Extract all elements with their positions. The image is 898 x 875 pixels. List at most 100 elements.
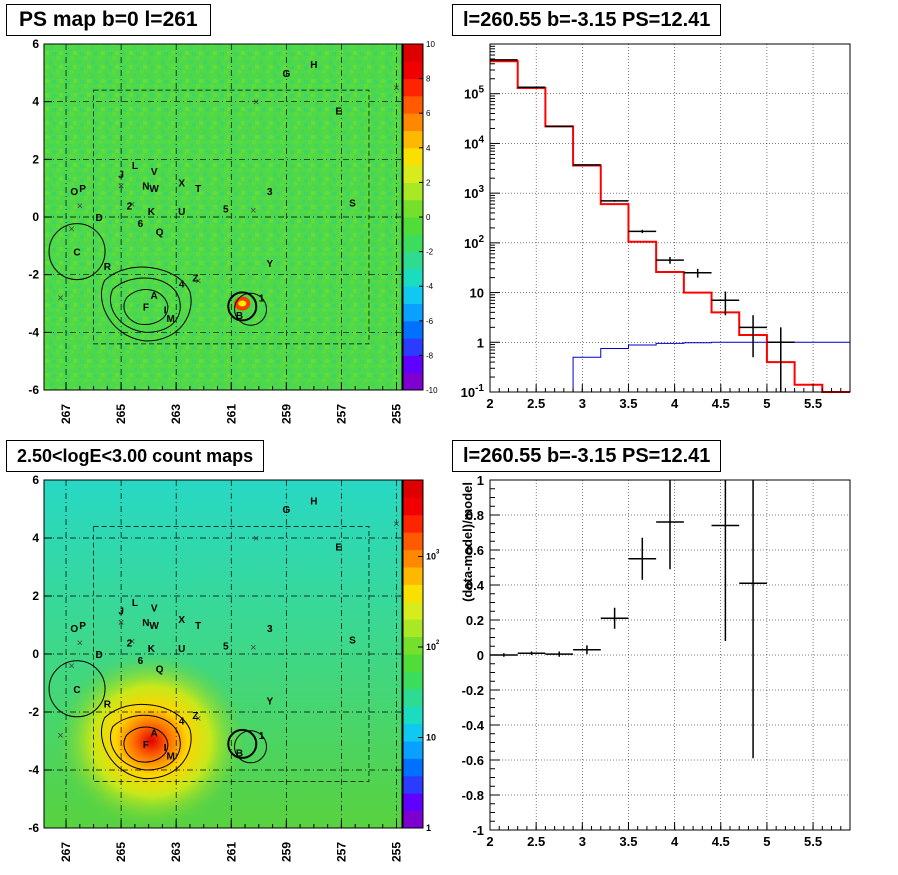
y-tick-label: -2 — [28, 705, 39, 719]
source-marker: × — [118, 617, 124, 629]
residual-title: l=260.55 b=-3.15 PS=12.41 — [452, 440, 722, 472]
source-label: G — [282, 505, 290, 516]
roi-box — [93, 89, 370, 345]
source-label: U — [178, 207, 185, 218]
ps-peak-core — [238, 300, 247, 307]
source-label: C — [73, 685, 80, 696]
y-tick-label: -0.8 — [462, 788, 484, 803]
colorbar-cell — [403, 234, 423, 253]
x-tick-label: 255 — [389, 404, 403, 424]
source-marker: × — [253, 97, 259, 109]
x-tick-label: 4 — [671, 396, 679, 411]
target-circle-outer — [234, 730, 268, 764]
x-tick-label: 4.5 — [712, 834, 730, 849]
y-tick-label: -2 — [28, 268, 39, 282]
y-tick-label: 4 — [32, 531, 39, 545]
colorbar-cell — [403, 147, 423, 166]
source-label: M — [167, 314, 175, 325]
source-marker: × — [118, 180, 124, 192]
contour-middle — [110, 277, 181, 333]
source-label: B — [236, 311, 243, 322]
colorbar-cell — [403, 775, 423, 794]
x-tick-label: 263 — [169, 842, 183, 862]
source-label: X — [178, 178, 185, 189]
y-tick-label: 4 — [32, 95, 39, 109]
source-label: W — [149, 621, 159, 632]
y-tick-label: 2 — [32, 152, 39, 166]
colorbar-cell — [403, 338, 423, 356]
colorbar-cell — [403, 251, 423, 270]
source-label: 1 — [259, 294, 265, 305]
x-tick-label: 265 — [114, 404, 128, 424]
source-marker: × — [129, 636, 135, 648]
contour-outer — [100, 266, 192, 342]
colorbar-frame — [402, 479, 424, 829]
y-tick-label: -1 — [472, 823, 484, 838]
y-tick-label: 1 — [477, 473, 484, 488]
colorbar-tick-label: 103 — [426, 549, 440, 561]
x-tick-label: 3 — [579, 834, 586, 849]
source-label: E — [335, 106, 342, 117]
y-tick-label: 105 — [464, 85, 484, 102]
y-tick-label: 0 — [32, 647, 39, 661]
colorbar-cell — [403, 723, 423, 742]
y-tick-label: 0 — [32, 210, 39, 224]
x-tick-label: 5.5 — [804, 396, 822, 411]
roi-box — [93, 526, 370, 782]
colorbar-cell — [403, 320, 423, 339]
x-tick-label: 267 — [59, 404, 73, 424]
source-marker: × — [195, 275, 201, 287]
target-circle — [227, 728, 258, 759]
colorbar-cell — [403, 268, 423, 287]
colorbar-tick-label: 1 — [426, 823, 431, 833]
source-label: X — [178, 615, 185, 626]
x-tick-label: 2 — [486, 396, 493, 411]
source-label: 5 — [223, 204, 229, 215]
source-label: D — [95, 213, 102, 224]
y-tick-label: 0.6 — [466, 543, 484, 558]
source-label: 5 — [223, 641, 229, 652]
source-marker: × — [68, 224, 74, 236]
spectrum-grid — [489, 44, 850, 393]
colorbar-cell — [403, 793, 423, 812]
y-tick-label: 1 — [477, 335, 484, 350]
source-label: 3 — [267, 624, 273, 635]
colorbar-tick-label: 6 — [426, 109, 431, 118]
background-model-histogram — [490, 341, 850, 393]
y-tick-label: -4 — [28, 325, 39, 339]
y-tick-label: -6 — [28, 383, 39, 397]
source-marker: × — [250, 642, 256, 654]
colorbar-tick-label: 102 — [426, 640, 440, 652]
source-marker: × — [393, 82, 399, 94]
source-label: R — [104, 699, 112, 710]
x-tick-label: 257 — [334, 842, 348, 862]
colorbar-tick-label: -8 — [426, 351, 434, 360]
colorbar-cell — [403, 130, 423, 149]
source-label: 4 — [179, 717, 185, 728]
y-tick-label: -4 — [28, 763, 39, 777]
y-tick-label: -0.4 — [462, 718, 485, 733]
colorbar-cell — [403, 671, 423, 690]
map-grid — [44, 480, 402, 828]
x-tick-label: 5.5 — [804, 834, 822, 849]
source-label: W — [149, 184, 159, 195]
colorbar-cell — [403, 567, 423, 585]
source-label: H — [310, 60, 317, 71]
source-label: L — [132, 161, 138, 172]
y-tick-label: -0.6 — [462, 753, 484, 768]
source-label: Q — [156, 227, 164, 238]
colorbar-cell — [403, 78, 423, 97]
colorbar-cell — [403, 741, 423, 759]
source-label: V — [151, 604, 158, 615]
source-marker: × — [129, 199, 135, 211]
colorbar-cell — [403, 654, 423, 672]
source-marker: × — [68, 661, 74, 673]
source-label: Y — [266, 259, 273, 270]
contour-inner — [123, 289, 169, 325]
x-tick-label: 3 — [579, 396, 586, 411]
spectrum-frame — [489, 43, 851, 393]
source-contours — [100, 266, 192, 342]
source-marker: × — [57, 293, 63, 305]
colorbar-cell — [403, 706, 423, 725]
y-tick-label: 6 — [32, 473, 39, 487]
